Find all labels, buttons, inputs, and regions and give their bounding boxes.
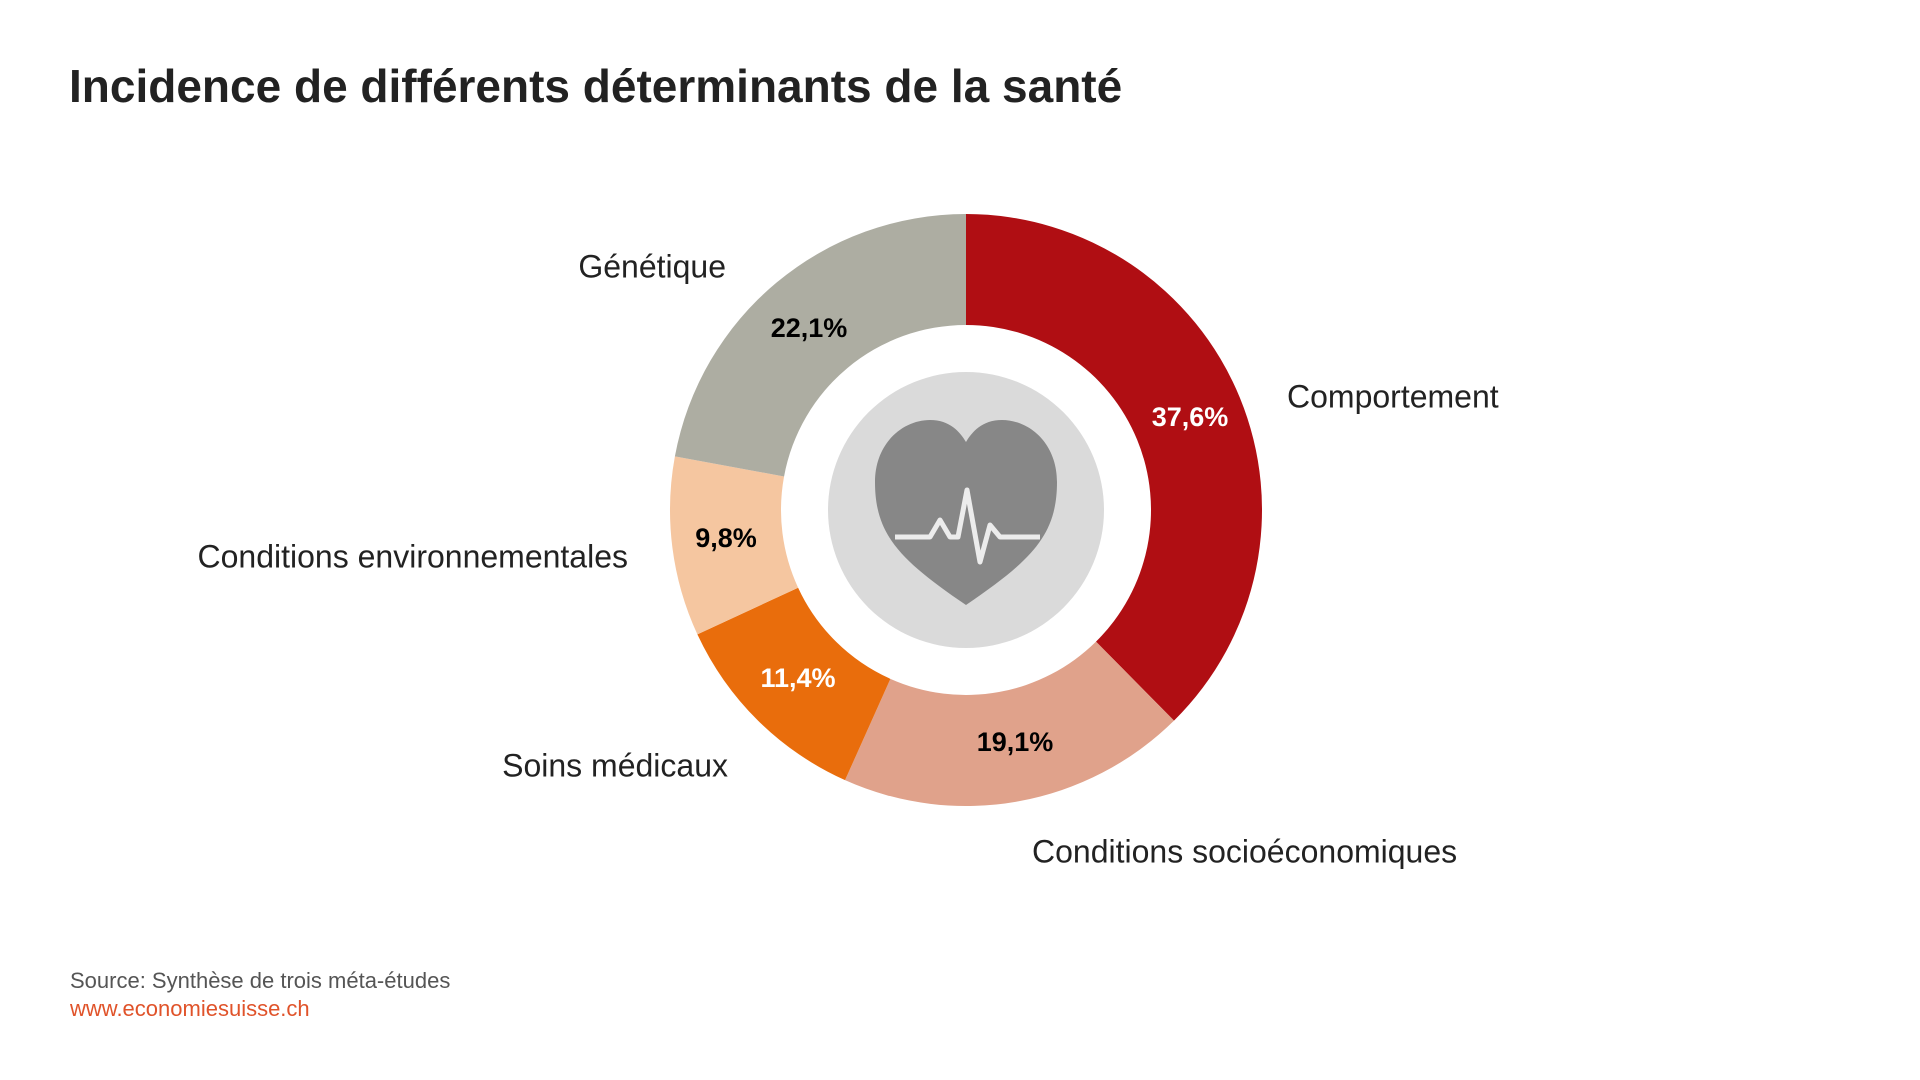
category-label: Soins médicaux <box>502 747 728 783</box>
pulse-line <box>895 487 1040 565</box>
chart-title: Incidence de différents déterminants de … <box>69 60 1122 112</box>
value-label: 11,4% <box>760 663 835 693</box>
category-label: Comportement <box>1287 378 1499 414</box>
value-label: 9,8% <box>695 523 757 553</box>
value-label: 37,6% <box>1152 402 1229 432</box>
slice <box>697 587 891 781</box>
value-label: 22,1% <box>771 313 848 343</box>
category-label: Conditions environnementales <box>198 538 628 574</box>
slice <box>674 213 966 477</box>
value-label: 19,1% <box>977 727 1054 757</box>
source: Source: Synthèse de trois méta-études <box>70 968 450 993</box>
slice <box>845 641 1174 807</box>
source-url: www.economiesuisse.ch <box>69 996 310 1021</box>
category-label: Génétique <box>578 248 726 284</box>
category-label: Conditions socioéconomiques <box>1032 833 1457 869</box>
heart-icon <box>875 420 1057 605</box>
slice <box>966 214 1262 721</box>
donut <box>669 213 1262 807</box>
slice <box>669 456 799 635</box>
